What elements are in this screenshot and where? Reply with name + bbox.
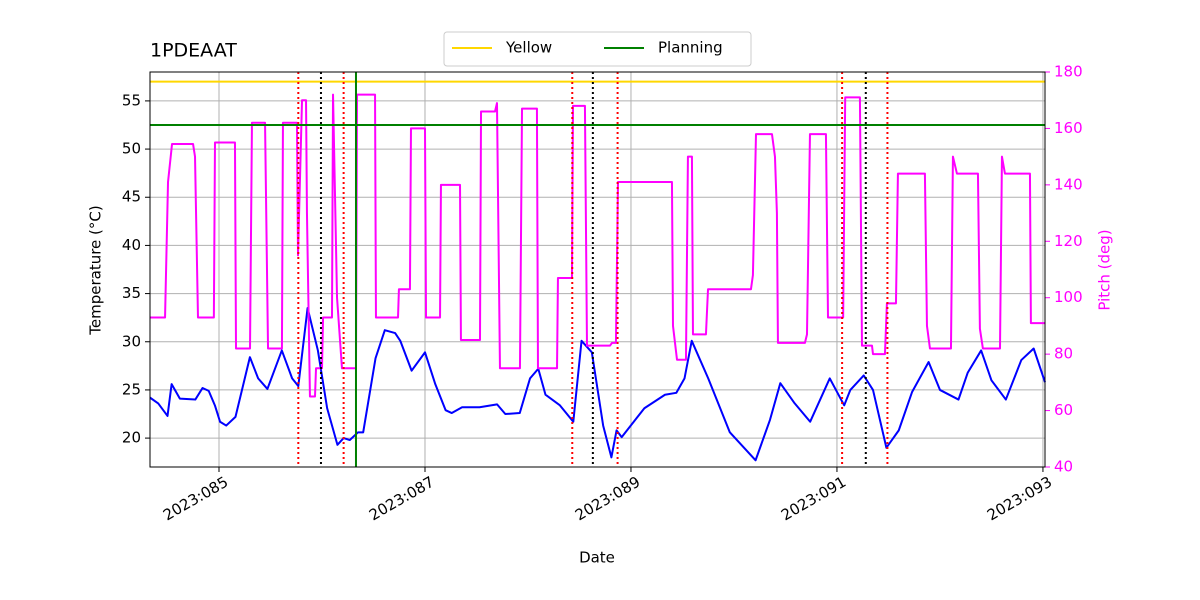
plot-frame — [149, 71, 1046, 468]
x-axis-label: Date — [579, 549, 615, 567]
y-tick-label: 25 — [122, 380, 141, 398]
legend-label: Yellow — [505, 39, 552, 57]
y-tick-label: 50 — [122, 140, 141, 158]
y2-tick-label: 160 — [1054, 119, 1083, 137]
x-tick-label: 2023:093 — [984, 473, 1055, 525]
x-tick-label: 2023:091 — [778, 473, 849, 525]
x-tick-label: 2023:085 — [160, 473, 231, 525]
y2-tick-label: 80 — [1054, 345, 1073, 363]
y-tick-label: 40 — [122, 236, 141, 254]
y2-tick-label: 40 — [1054, 458, 1073, 476]
y2-axis-label: Pitch (deg) — [1096, 229, 1114, 310]
legend-label: Planning — [658, 39, 723, 57]
y2-tick-label: 120 — [1054, 232, 1083, 250]
x-tick-label: 2023:087 — [366, 473, 437, 525]
x-tick-label: 2023:089 — [572, 473, 643, 525]
y-tick-label: 55 — [122, 91, 141, 109]
data-line — [150, 93, 1045, 398]
y2-tick-label: 140 — [1054, 175, 1083, 193]
y2-tick-label: 100 — [1054, 288, 1083, 306]
chart-title: 1PDEAAT — [150, 40, 237, 62]
y2-tick-label: 180 — [1054, 63, 1083, 81]
y-tick-label: 20 — [122, 429, 141, 447]
legend-box — [443, 31, 752, 67]
data-line — [149, 307, 1046, 462]
y-axis-label: Temperature (°C) — [87, 205, 105, 335]
y-tick-label: 35 — [122, 284, 141, 302]
y2-tick-label: 60 — [1054, 401, 1073, 419]
y-tick-label: 45 — [122, 188, 141, 206]
y-tick-label: 30 — [122, 332, 141, 350]
